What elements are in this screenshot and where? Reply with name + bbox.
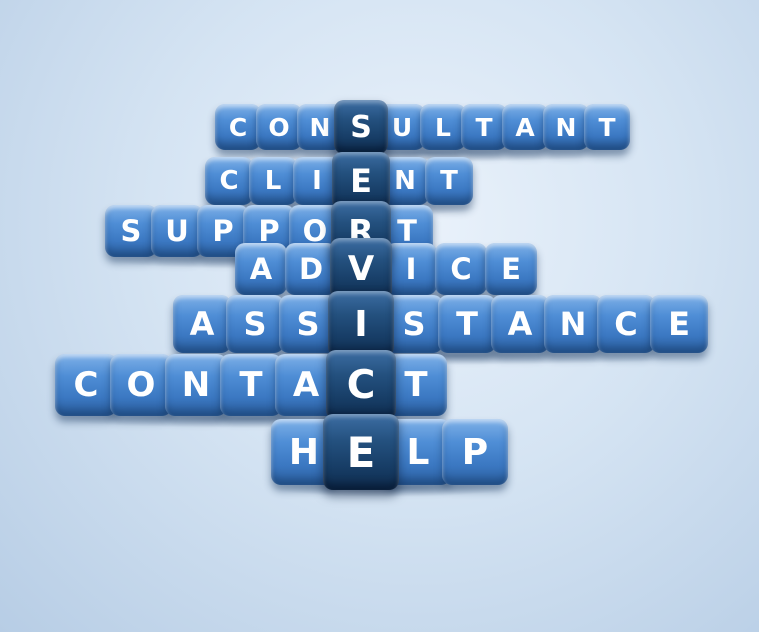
letter-cube: C xyxy=(597,295,655,353)
letter-cube: N xyxy=(544,295,602,353)
letter-cube: N xyxy=(543,104,589,150)
letter-cube: A xyxy=(235,243,287,295)
letter-cube: A xyxy=(173,295,231,353)
letter-cube: E xyxy=(485,243,537,295)
letter-cube: A xyxy=(502,104,548,150)
service-letter-cube: C xyxy=(326,350,396,420)
letter-cube: T xyxy=(425,157,473,205)
letter-cube: T xyxy=(461,104,507,150)
letter-cube: S xyxy=(105,205,157,257)
service-letter-cube: E xyxy=(323,414,399,490)
letter-cube: C xyxy=(205,157,253,205)
letter-cube: U xyxy=(151,205,203,257)
letter-cube: I xyxy=(385,243,437,295)
service-letter-cube: S xyxy=(334,100,388,154)
service-letter-cube: E xyxy=(332,152,390,210)
service-letter-cube: V xyxy=(330,238,392,300)
letter-cube: P xyxy=(442,419,508,485)
letter-cube: N xyxy=(165,354,227,416)
letter-cube: A xyxy=(491,295,549,353)
letter-cube: S xyxy=(385,295,443,353)
letter-cube: L xyxy=(249,157,297,205)
letter-cube: D xyxy=(285,243,337,295)
letter-cube: S xyxy=(226,295,284,353)
letter-cube: T xyxy=(584,104,630,150)
letter-cube: O xyxy=(256,104,302,150)
letter-cube: T xyxy=(220,354,282,416)
letter-cube: S xyxy=(279,295,337,353)
letter-cube: O xyxy=(110,354,172,416)
service-letter-cube: I xyxy=(328,291,394,357)
letter-cube: C xyxy=(435,243,487,295)
letter-cube: T xyxy=(438,295,496,353)
letter-cube: C xyxy=(55,354,117,416)
letter-cube: C xyxy=(215,104,261,150)
letter-cube: L xyxy=(420,104,466,150)
letter-cube: E xyxy=(650,295,708,353)
